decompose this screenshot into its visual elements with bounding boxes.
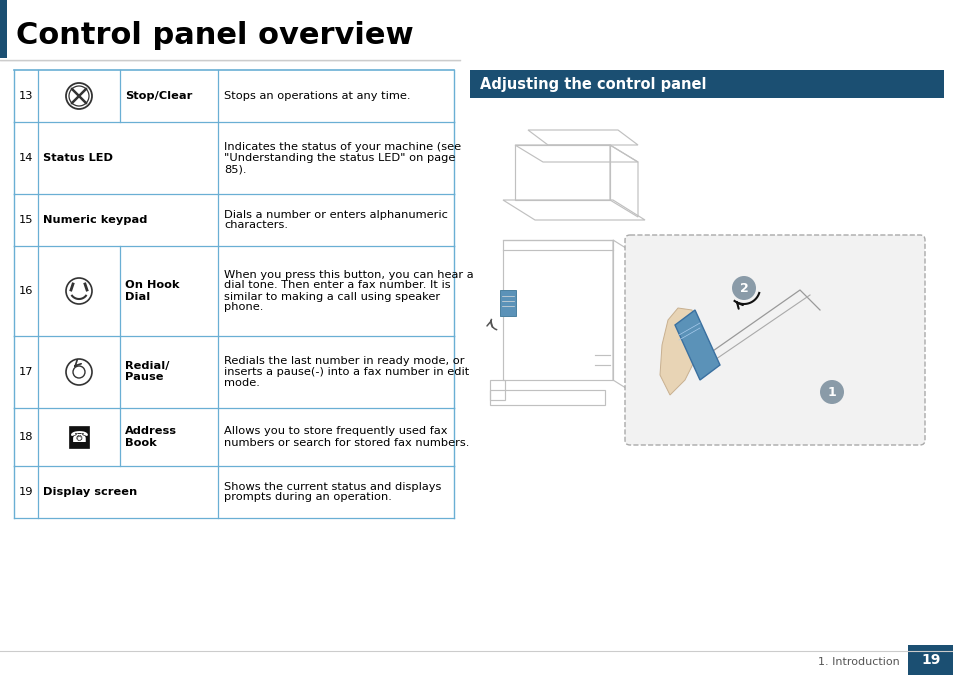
Text: "Understanding the status LED" on page: "Understanding the status LED" on page [224, 153, 455, 163]
Text: mode.: mode. [224, 378, 259, 388]
Text: 1. Introduction: 1. Introduction [817, 657, 899, 667]
Text: Book: Book [125, 437, 156, 448]
Text: Display screen: Display screen [43, 487, 137, 497]
Bar [499, 290, 516, 316]
Text: Dials a number or enters alphanumeric: Dials a number or enters alphanumeric [224, 209, 447, 219]
Text: When you press this button, you can hear a: When you press this button, you can hear… [224, 269, 473, 279]
Text: characters.: characters. [224, 221, 288, 230]
Text: 13: 13 [19, 91, 33, 101]
Text: Pause: Pause [125, 373, 163, 383]
Text: Control panel overview: Control panel overview [16, 22, 414, 51]
Text: Numeric keypad: Numeric keypad [43, 215, 147, 225]
Text: ☎: ☎ [70, 429, 89, 445]
Bar [470, 70, 943, 98]
Bar [0, 0, 7, 58]
Text: dial tone. Then enter a fax number. It is: dial tone. Then enter a fax number. It i… [224, 281, 450, 290]
Text: On Hook: On Hook [125, 281, 179, 290]
Text: Allows you to store frequently used fax: Allows you to store frequently used fax [224, 427, 447, 437]
Text: 14: 14 [19, 153, 33, 163]
Text: Stops an operations at any time.: Stops an operations at any time. [224, 91, 410, 101]
Text: 18: 18 [19, 432, 33, 442]
Text: Adjusting the control panel: Adjusting the control panel [479, 76, 706, 92]
Polygon shape [659, 308, 698, 395]
Circle shape [731, 276, 755, 300]
Text: Shows the current status and displays: Shows the current status and displays [224, 481, 441, 491]
Text: inserts a pause(-) into a fax number in edit: inserts a pause(-) into a fax number in … [224, 367, 469, 377]
Text: 16: 16 [19, 286, 33, 296]
Text: Redials the last number in ready mode, or: Redials the last number in ready mode, o… [224, 356, 464, 366]
Text: 85).: 85). [224, 164, 246, 174]
Text: 17: 17 [19, 367, 33, 377]
Text: 19: 19 [921, 653, 940, 667]
FancyBboxPatch shape [624, 235, 924, 445]
Text: Status LED: Status LED [43, 153, 112, 163]
Text: Dial: Dial [125, 292, 150, 302]
Text: 1: 1 [827, 385, 836, 398]
Text: Redial/: Redial/ [125, 362, 170, 371]
Circle shape [820, 380, 843, 404]
Bar [69, 426, 89, 448]
Text: prompts during an operation.: prompts during an operation. [224, 493, 392, 502]
Text: phone.: phone. [224, 302, 263, 313]
Text: 19: 19 [19, 487, 33, 497]
Text: Stop/Clear: Stop/Clear [125, 91, 193, 101]
Polygon shape [675, 310, 720, 380]
Text: similar to making a call using speaker: similar to making a call using speaker [224, 292, 439, 302]
Text: numbers or search for stored fax numbers.: numbers or search for stored fax numbers… [224, 437, 469, 448]
Text: Indicates the status of your machine (see: Indicates the status of your machine (se… [224, 142, 460, 152]
Text: 2: 2 [739, 281, 747, 294]
Text: Address: Address [125, 427, 177, 437]
Text: 15: 15 [19, 215, 33, 225]
Bar [907, 645, 953, 675]
